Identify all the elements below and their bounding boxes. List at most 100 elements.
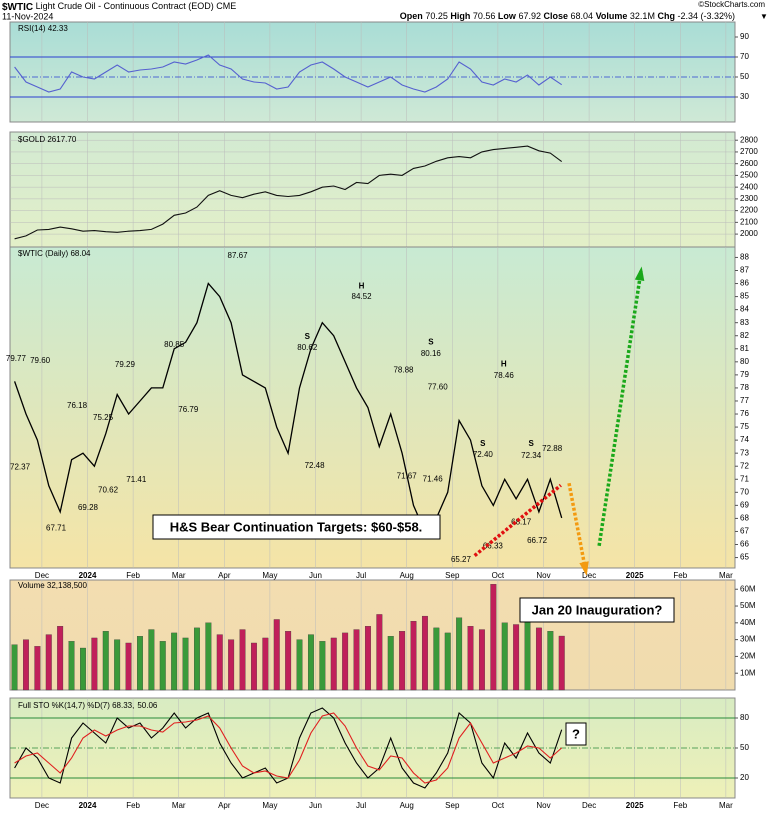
volume-bar — [524, 619, 531, 691]
low-label: 65.27 — [451, 555, 472, 564]
y-tick-label: 2400 — [740, 182, 758, 191]
volume-bar — [307, 634, 314, 691]
date: 11-Nov-2024 — [2, 11, 53, 21]
volume-bar — [159, 641, 166, 691]
volume-bar — [250, 642, 257, 691]
y-tick-label: 79 — [740, 370, 749, 379]
x-tick-label: Oct — [492, 571, 505, 580]
quote-value: 32.1M — [630, 11, 655, 21]
volume-bar — [205, 622, 212, 691]
volume-bar — [68, 641, 75, 691]
volume-bar — [11, 644, 18, 691]
y-tick-label: 71 — [740, 474, 749, 483]
x-tick-label: Apr — [218, 801, 231, 810]
y-tick-label: 30M — [740, 635, 756, 644]
volume-bar — [376, 614, 383, 691]
down-arrow: ▼ — [760, 12, 768, 21]
y-tick-label: 85 — [740, 292, 749, 301]
volume-bar — [410, 620, 417, 691]
high-label: 80.62 — [297, 343, 318, 352]
volume-bar — [467, 626, 474, 691]
x-tick-label: Mar — [719, 801, 733, 810]
x-tick-label: 2024 — [79, 571, 97, 580]
volume-bar — [296, 639, 303, 691]
x-tick-label: Aug — [400, 571, 414, 580]
series-line — [14, 54, 563, 93]
y-tick-label: 82 — [740, 331, 749, 340]
x-tick-label: 2025 — [626, 801, 644, 810]
volume-bar — [490, 584, 497, 691]
y-tick-label: 72 — [740, 461, 749, 470]
x-tick-label: Jul — [356, 571, 366, 580]
volume-bar — [444, 632, 451, 691]
quote: Open 70.25 High 70.56 Low 67.92 Close 68… — [400, 11, 735, 21]
low-label: 68.17 — [511, 517, 532, 526]
y-tick-label: 60M — [740, 584, 756, 593]
series-line — [14, 145, 563, 240]
pattern-label: H — [501, 360, 507, 369]
y-tick-label: 90 — [740, 32, 749, 41]
high-label: 79.60 — [30, 356, 51, 365]
note-box — [519, 597, 675, 623]
high-label: 87.67 — [228, 251, 249, 260]
volume-bar — [193, 627, 200, 691]
high-label: 79.77 — [6, 354, 27, 363]
instrument-name: Light Crude Oil - Continuous Contract (E… — [36, 1, 237, 11]
y-tick-label: 66 — [740, 540, 749, 549]
volume-bar — [513, 624, 520, 691]
arrow-line — [597, 270, 643, 547]
high-label: 72.40 — [473, 450, 494, 459]
high-label: 79.29 — [115, 360, 136, 369]
high-label: 77.60 — [428, 382, 449, 391]
high-label: 78.46 — [494, 371, 515, 380]
volume-bar — [342, 632, 349, 691]
x-tick-label: Dec — [582, 571, 596, 580]
panel-legend: Full STO %K(14,7) %D(7) 68.33, — [18, 701, 134, 710]
x-tick-label: 2025 — [626, 571, 644, 580]
volume-bar — [330, 637, 337, 691]
y-tick-label: 30 — [740, 92, 749, 101]
low-label: 67.71 — [46, 523, 67, 532]
pattern-label: S — [428, 337, 434, 346]
low-label: 66.72 — [527, 536, 548, 545]
pattern-label: S — [529, 439, 535, 448]
y-tick-label: 2000 — [740, 229, 758, 238]
panel-legend: RSI(14) 42.33 — [18, 24, 68, 33]
y-tick-label: 2800 — [740, 135, 758, 144]
panel-legend: $WTIC (Daily) 68.04 — [18, 249, 91, 258]
volume-bar — [182, 637, 189, 691]
y-tick-label: 87 — [740, 266, 749, 275]
high-label: 80.85 — [164, 340, 185, 349]
quote-label: Close — [543, 11, 568, 21]
note-box — [565, 722, 587, 746]
arrow-head — [579, 561, 589, 576]
x-tick-label: May — [262, 571, 277, 580]
panel-legend-d: 50.06 — [137, 701, 158, 710]
volume-bar — [23, 639, 29, 691]
volume-bar — [478, 629, 485, 691]
volume-bar — [421, 615, 428, 691]
x-tick-label: Dec — [582, 801, 596, 810]
x-tick-label: Feb — [673, 571, 687, 580]
quote-label: Volume — [596, 11, 628, 21]
volume-bar — [433, 627, 440, 691]
x-tick-label: 2024 — [79, 801, 97, 810]
note-text: Jan 20 Inauguration? — [532, 602, 663, 617]
y-tick-label: 76 — [740, 409, 749, 418]
x-tick-label: May — [262, 801, 277, 810]
volume-bar — [34, 646, 41, 691]
y-tick-label: 40M — [740, 618, 756, 627]
volume-bar — [80, 647, 86, 691]
low-label: 71.46 — [423, 474, 444, 483]
volume-bar — [216, 634, 223, 691]
high-label: 72.34 — [521, 451, 542, 460]
y-tick-label: 70 — [740, 52, 749, 61]
quote-value: -2.34 (-3.32%) — [677, 11, 735, 21]
low-label: 71.41 — [126, 475, 147, 484]
panel-legend: $GOLD 2617.70 — [18, 135, 77, 144]
x-tick-label: Dec — [35, 571, 49, 580]
series-line — [13, 282, 563, 533]
y-tick-label: 2500 — [740, 171, 758, 180]
y-tick-label: 75 — [740, 422, 749, 431]
